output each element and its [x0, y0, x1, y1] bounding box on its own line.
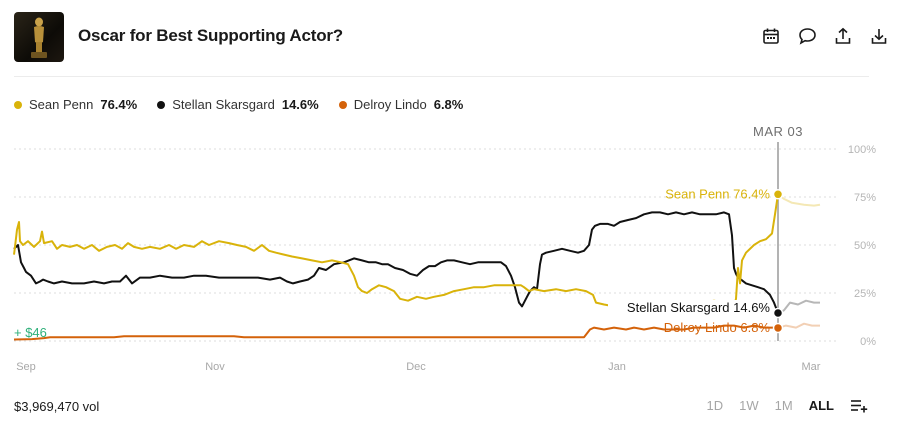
header-divider	[14, 76, 869, 77]
endpoint-label-delroy-lindo: Delroy Lindo 6.8%	[664, 320, 771, 335]
legend-value: 6.8%	[433, 97, 464, 112]
y-tick-label: 50%	[854, 240, 876, 252]
y-tick-label: 100%	[848, 144, 876, 156]
share-icon[interactable]	[832, 25, 854, 47]
legend-dot	[14, 100, 22, 109]
date-marker-label: MAR 03	[753, 124, 803, 139]
series-projection-stellan-skarsgard	[777, 299, 820, 314]
x-tick-label: Dec	[406, 361, 426, 373]
legend-item-sean-penn[interactable]: Sean Penn 76.4%	[14, 97, 137, 112]
series-projection-sean-penn	[777, 193, 821, 207]
x-tick-label: Nov	[205, 361, 225, 373]
y-tick-label: 75%	[854, 192, 876, 204]
endpoint-dot-delroy-lindo[interactable]	[772, 322, 784, 334]
market-thumbnail[interactable]	[14, 12, 64, 62]
range-all-button[interactable]: ALL	[808, 398, 834, 413]
y-tick-label: 0%	[860, 336, 876, 348]
legend-value: 76.4%	[100, 97, 138, 112]
x-tick-label: Jan	[608, 361, 626, 373]
legend-dot	[157, 100, 166, 109]
endpoint-label-stellan-skarsgard: Stellan Skarsgard 14.6%	[627, 300, 771, 315]
endpoint-dot-stellan-skarsgard[interactable]	[772, 307, 784, 319]
legend-value: 14.6%	[281, 97, 319, 112]
header-actions	[760, 25, 890, 47]
add-to-list-icon[interactable]	[850, 399, 868, 413]
volume-label: $3,969,470 vol	[14, 399, 100, 414]
series-line-delroy-lindo[interactable]	[13, 324, 779, 341]
legend-name: Stellan Skarsgard	[172, 97, 275, 112]
download-icon[interactable]	[868, 25, 890, 47]
x-tick-label: Mar	[802, 361, 821, 373]
series-line-stellan-skarsgard[interactable]	[13, 211, 779, 314]
chart-legend: Sean Penn 76.4% Stellan Skarsgard 14.6% …	[14, 97, 463, 112]
endpoint-dot-sean-penn[interactable]	[772, 189, 784, 200]
y-tick-label: 25%	[854, 288, 876, 300]
volume-change-annotation: + $46	[14, 325, 47, 340]
legend-name: Sean Penn	[29, 97, 94, 112]
range-selector: 1D 1W 1M ALL	[707, 398, 868, 413]
range-1d-button[interactable]: 1D	[706, 398, 724, 413]
endpoint-label-sean-penn: Sean Penn 76.4%	[665, 186, 770, 201]
series-projection-delroy-lindo	[777, 322, 820, 329]
x-tick-label: Sep	[16, 361, 36, 373]
legend-name: Delroy Lindo	[353, 97, 427, 112]
legend-item-delroy-lindo[interactable]: Delroy Lindo 6.8%	[338, 97, 464, 112]
legend-item-stellan-skarsgard[interactable]: Stellan Skarsgard 14.6%	[157, 97, 319, 112]
calendar-icon[interactable]	[760, 25, 782, 47]
endpoint-label-bg	[608, 299, 772, 317]
market-title: Oscar for Best Supporting Actor?	[78, 26, 343, 45]
price-chart[interactable]: 100% 75% 50% 25% 0% Sep Nov Dec Jan Mar MAR 03 Sean…	[0, 120, 904, 382]
comment-icon[interactable]	[796, 25, 818, 47]
range-1m-button[interactable]: 1M	[774, 398, 793, 413]
market-header: Oscar for Best Supporting Actor?	[14, 12, 890, 62]
range-1w-button[interactable]: 1W	[739, 398, 759, 413]
legend-dot	[338, 100, 347, 109]
